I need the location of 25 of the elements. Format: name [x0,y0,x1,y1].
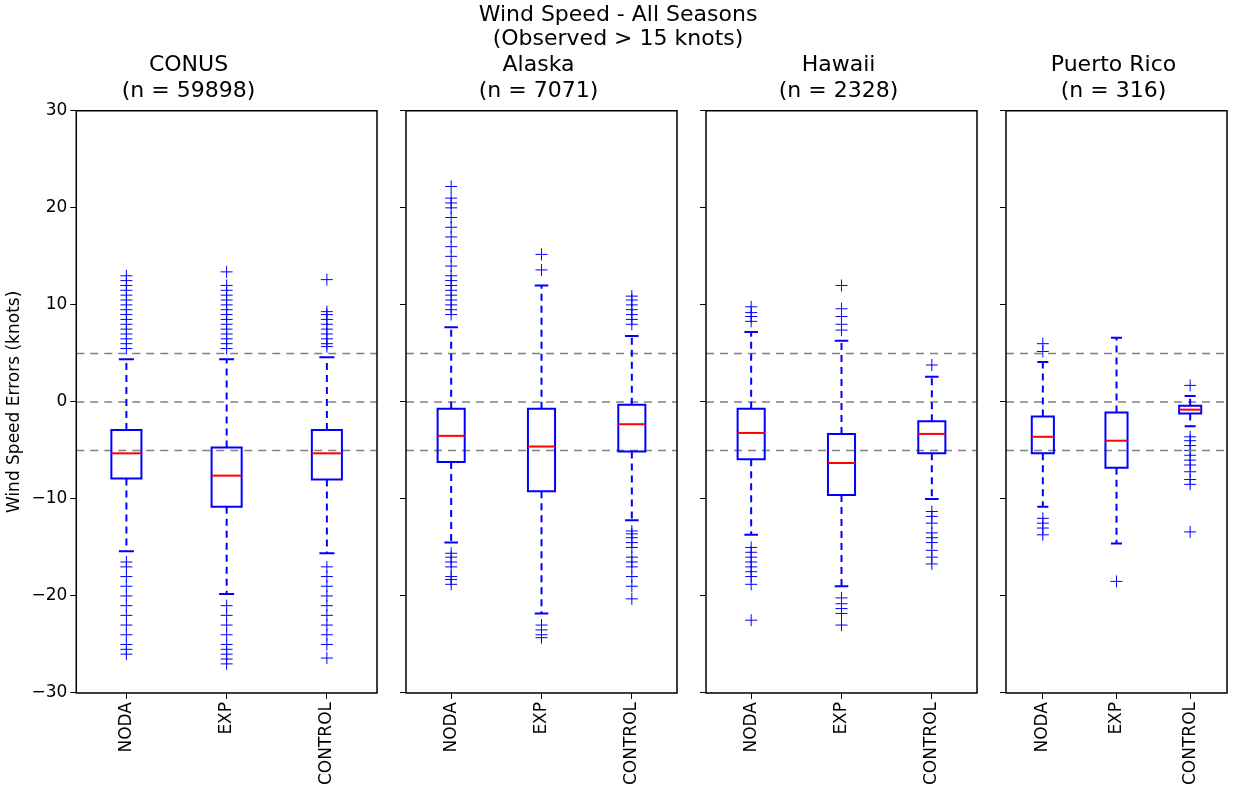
chart-title: Hawaii (n = 2328) [778,50,899,103]
y-axis-title: Wind Speed Errors (knots) [2,290,23,514]
x-tick-label: CONTROL [620,701,641,786]
y-tick-label: 10 [45,293,68,314]
x-tick-label: EXP [215,701,236,735]
text: Wind Speed - All Seasons (Observed > 15 knots) [477,1,759,50]
y-tick-label: 0 [56,390,68,411]
x-tick-label: NODA [439,701,460,753]
x-tick-label: EXP [1104,701,1125,735]
y-tick-label: −10 [31,487,68,508]
chart-title: CONUS (n = 59898) [121,50,256,103]
x-tick-label: EXP [529,701,550,735]
y-tick-label: 30 [45,99,68,120]
x-tick-label: EXP [829,701,850,735]
chart-title: Puerto Rico (n = 316) [1050,50,1177,103]
x-tick-label: CONTROL [920,701,941,786]
x-tick-label: CONTROL [1178,701,1199,786]
y-tick-label: −20 [31,584,68,605]
x-tick-label: NODA [1031,701,1052,753]
y-tick-label: 20 [45,196,68,217]
x-tick-label: CONTROL [315,701,336,786]
y-tick-label: −30 [31,681,68,702]
x-tick-label: NODA [739,701,760,753]
x-tick-label: NODA [114,701,135,753]
chart-title: Alaska (n = 7071) [478,50,599,103]
